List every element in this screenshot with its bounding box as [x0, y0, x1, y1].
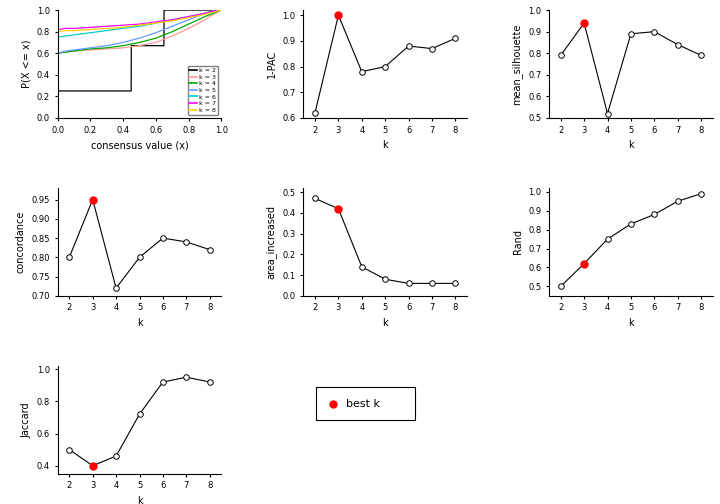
Y-axis label: Rand: Rand — [513, 229, 523, 255]
X-axis label: k: k — [628, 140, 634, 150]
Text: best k: best k — [346, 399, 380, 409]
Y-axis label: area_increased: area_increased — [266, 205, 277, 279]
Y-axis label: Jaccard: Jaccard — [21, 402, 31, 437]
Y-axis label: 1-PAC: 1-PAC — [267, 50, 277, 78]
X-axis label: k: k — [628, 318, 634, 328]
Legend: k = 2, k = 3, k = 4, k = 5, k = 6, k = 7, k = 8: k = 2, k = 3, k = 4, k = 5, k = 6, k = 7… — [187, 66, 218, 115]
X-axis label: k: k — [382, 140, 388, 150]
X-axis label: k: k — [382, 318, 388, 328]
X-axis label: k: k — [137, 496, 143, 504]
Y-axis label: P(X <= x): P(X <= x) — [21, 40, 31, 88]
Y-axis label: concordance: concordance — [16, 211, 26, 273]
X-axis label: k: k — [137, 318, 143, 328]
Y-axis label: mean_silhouette: mean_silhouette — [512, 23, 523, 105]
X-axis label: consensus value (x): consensus value (x) — [91, 140, 189, 150]
